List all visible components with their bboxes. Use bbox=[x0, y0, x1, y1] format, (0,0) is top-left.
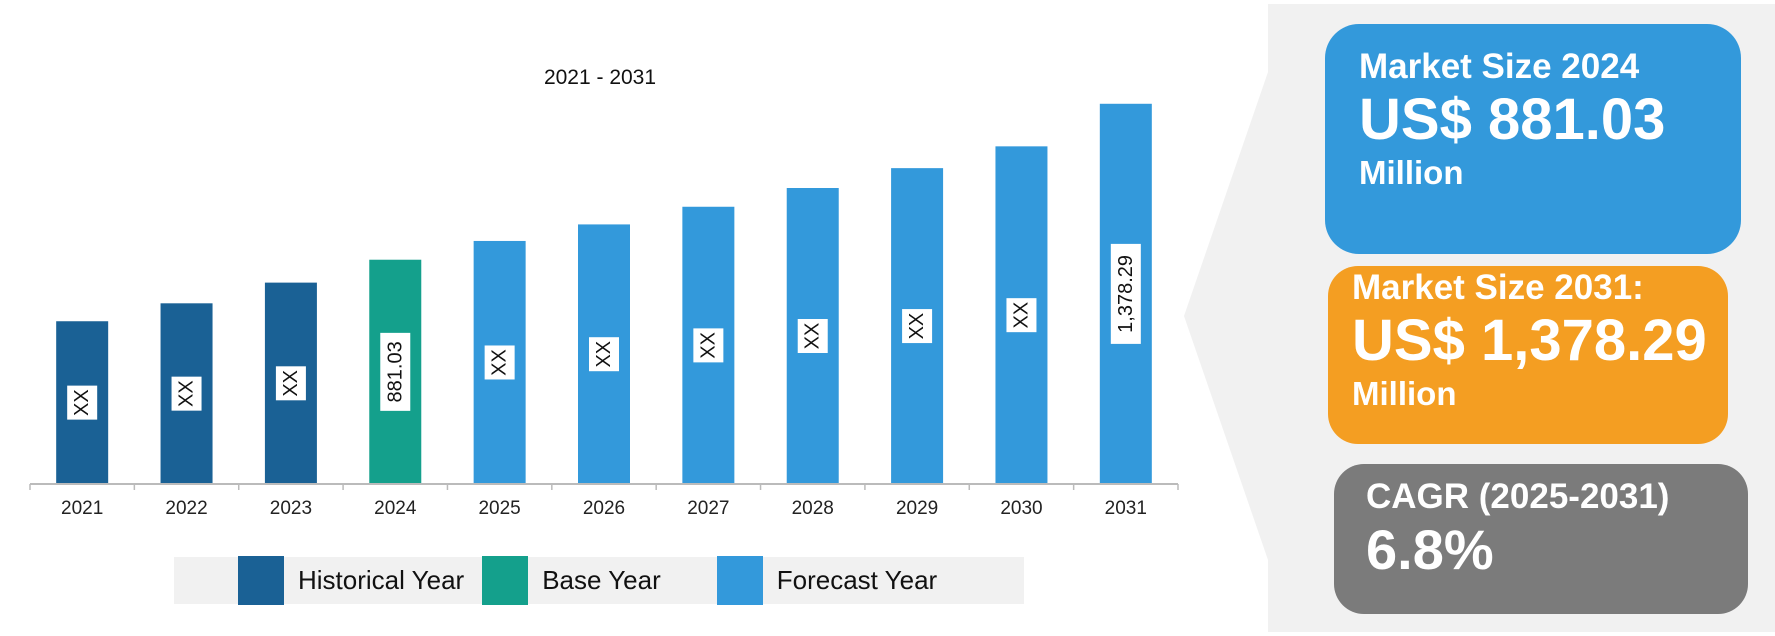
bar-value-label-2031: 1,378.29 bbox=[1115, 255, 1137, 333]
legend-label-historical: Historical Year bbox=[298, 565, 465, 595]
bars-group: XX XX XX 881.03 XX XX XX XX XX XX 1,378.29 bbox=[56, 103, 1152, 485]
x-tick-label-2030: 2030 bbox=[1000, 498, 1042, 519]
bar-label-box-2023 bbox=[275, 366, 306, 401]
bar-value-label-2022: XX bbox=[176, 380, 198, 407]
x-tick-label-2027: 2027 bbox=[687, 498, 729, 519]
market-size-2031-unit: Million bbox=[1352, 375, 1457, 412]
bar-value-label-2030: XX bbox=[1010, 302, 1032, 329]
bar-label-box-2029 bbox=[902, 309, 933, 344]
legend-label-base: Base Year bbox=[542, 565, 661, 595]
x-tick-label-2023: 2023 bbox=[270, 498, 312, 519]
bar-label-box-2024 bbox=[380, 332, 411, 411]
chart-title: 2021 - 2031 bbox=[544, 66, 656, 89]
cagr-card: CAGR (2025-2031) 6.8% bbox=[1334, 464, 1748, 614]
market-size-2024-value: US$ 881.03 bbox=[1359, 87, 1666, 152]
market-size-2024-card: Market Size 2024 US$ 881.03 Million bbox=[1325, 24, 1741, 254]
legend-item-base: Base Year bbox=[482, 556, 661, 605]
bar-label-box-2026 bbox=[589, 337, 619, 372]
x-tick-label-2021: 2021 bbox=[61, 498, 103, 519]
chart-svg: 2021 - 2031 XX XX XX 881.03 XX XX XX XX XX XX 1,37… bbox=[29, 66, 1179, 519]
x-tick-label-2026: 2026 bbox=[583, 498, 625, 519]
bar-value-label-2027: XX bbox=[697, 332, 719, 359]
bar-label-box-2021 bbox=[67, 385, 98, 420]
legend-item-historical: Historical Year bbox=[238, 556, 465, 605]
bar-label-box-2022 bbox=[171, 376, 202, 411]
cagr-value: 6.8% bbox=[1366, 518, 1494, 581]
bar-value-label-2023: XX bbox=[280, 370, 302, 397]
bar-value-label-2021: XX bbox=[71, 389, 93, 416]
chart-legend: Historical Year Base Year Forecast Year bbox=[174, 556, 1024, 605]
bar-label-box-2027 bbox=[693, 328, 724, 363]
x-tick-label-2024: 2024 bbox=[374, 498, 417, 519]
cagr-label: CAGR (2025-2031) bbox=[1366, 477, 1670, 516]
x-tick-label-2031: 2031 bbox=[1105, 498, 1147, 519]
market-size-2031-value: US$ 1,378.29 bbox=[1352, 308, 1707, 373]
bar-value-label-2029: XX bbox=[906, 313, 928, 340]
bar-label-box-2025 bbox=[484, 345, 515, 380]
legend-swatch-base bbox=[482, 556, 529, 605]
x-axis-ticks: 2021 2022 2023 2024 2025 2026 2027 2028 2029 2030… bbox=[29, 484, 1179, 519]
x-tick-label-2022: 2022 bbox=[165, 498, 207, 519]
market-size-2024-label: Market Size 2024 bbox=[1359, 47, 1640, 86]
x-tick-label-2025: 2025 bbox=[478, 498, 520, 519]
x-tick-label-2028: 2028 bbox=[792, 498, 834, 519]
bar-label-box-2031 bbox=[1110, 243, 1141, 344]
x-tick-label-2029: 2029 bbox=[896, 498, 938, 519]
market-size-2031-card: Market Size 2031: US$ 1,378.29 Million bbox=[1328, 266, 1728, 444]
bar-value-label-2024: 881.03 bbox=[384, 341, 406, 402]
legend-item-forecast: Forecast Year bbox=[716, 556, 938, 605]
market-size-2024-unit: Million bbox=[1359, 154, 1464, 191]
bar-label-box-2028 bbox=[797, 319, 828, 353]
bar-value-label-2026: XX bbox=[593, 341, 615, 368]
legend-label-forecast: Forecast Year bbox=[776, 565, 938, 595]
bar-value-label-2028: XX bbox=[802, 323, 824, 350]
bar-value-label-2025: XX bbox=[489, 349, 511, 376]
bar-chart: 2021 - 2031 XX XX XX 881.03 XX XX XX XX XX XX 1,37… bbox=[29, 66, 1179, 605]
legend-swatch-forecast bbox=[716, 556, 763, 605]
market-size-2031-label: Market Size 2031: bbox=[1352, 268, 1644, 307]
legend-swatch-historical bbox=[238, 556, 284, 605]
bar-label-box-2030 bbox=[1006, 298, 1037, 333]
